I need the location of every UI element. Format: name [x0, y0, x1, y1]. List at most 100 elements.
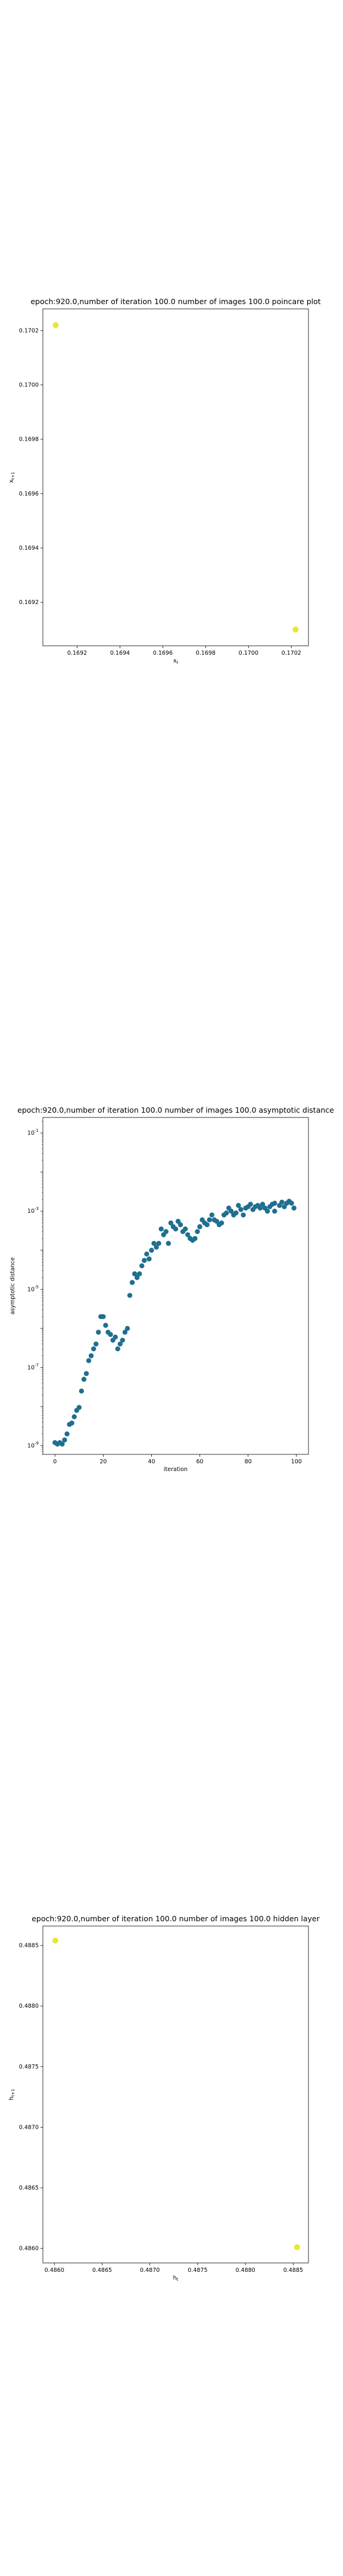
chart2-point: [173, 1226, 179, 1232]
chart2-ytick-label: 10-9: [27, 1441, 39, 1449]
chart2-point: [115, 1346, 120, 1352]
chart1-axes-frame: [42, 308, 309, 646]
chart2-point: [62, 1437, 67, 1443]
chart2-ytick-base: 10: [27, 1286, 35, 1293]
chart3-xtick-label: 0.4875: [188, 2267, 207, 2274]
chart3-ytick-label: 0.4865: [19, 2185, 39, 2191]
chart2-point: [64, 1431, 70, 1436]
chart2-point: [79, 1388, 85, 1394]
chart2-point: [132, 1271, 138, 1277]
chart3-ytick-label: 0.4880: [19, 2003, 39, 2010]
chart3-ytick-label: 0.4860: [19, 2246, 39, 2252]
chart2-ytick-exponent: -3: [35, 1206, 39, 1211]
chart2-point: [96, 1329, 101, 1335]
chart3-axes-frame: [42, 1925, 309, 2264]
chart2-point: [93, 1341, 99, 1347]
chart1-ylabel-main: x: [8, 479, 15, 483]
chart3-xlabel: ht: [173, 2275, 179, 2282]
chart1-xlabel: xt: [173, 658, 179, 665]
chart2-point: [248, 1202, 253, 1207]
chart1-ytick-label: 0.1694: [19, 545, 39, 552]
chart2-point: [81, 1376, 87, 1382]
chart2-point: [69, 1420, 74, 1426]
chart2-point: [204, 1222, 210, 1228]
chart1-xtick-label: 0.1698: [196, 650, 216, 657]
chart2-point: [158, 1226, 164, 1232]
chart2-ytick-exponent: -1: [35, 1128, 39, 1133]
chart1-xlabel-sub: t: [176, 660, 178, 665]
chart2-point: [103, 1323, 108, 1328]
chart3-ylabel-sub: t+1: [11, 2089, 15, 2097]
chart2-point: [127, 1293, 133, 1298]
chart2-ytick-exponent: -7: [35, 1363, 39, 1367]
chart2-point: [86, 1358, 92, 1364]
chart2-point: [120, 1337, 125, 1343]
chart2-ytick-base: 10: [27, 1364, 35, 1371]
chart2-point: [146, 1256, 152, 1262]
chart1-ytick-label: 0.1696: [19, 491, 39, 497]
chart2-point: [76, 1405, 82, 1410]
chart3-ytick-label: 0.4870: [19, 2124, 39, 2131]
chart2-xtick-label: 40: [148, 1459, 155, 1465]
chart2-ytick-label: 10-3: [27, 1206, 39, 1215]
chart2-point: [142, 1258, 147, 1263]
chart3-xtick-label: 0.4865: [92, 2267, 112, 2274]
chart2-axes-frame: [42, 1117, 309, 1455]
chart2-point: [209, 1212, 215, 1218]
chart1-ytick-label: 0.1698: [19, 436, 39, 443]
chart2-point: [149, 1247, 154, 1253]
chart2-ytick-label: 10-7: [27, 1363, 39, 1371]
chart2-ytick-base: 10: [27, 1208, 35, 1215]
chart3-xlabel-main: h: [173, 2275, 177, 2281]
chart2-point: [197, 1224, 202, 1230]
chart2-point: [136, 1271, 142, 1277]
chart2-point: [113, 1335, 118, 1340]
chart2-ytick-base: 10: [27, 1130, 35, 1137]
chart2-point: [238, 1207, 244, 1212]
chart3-xtick-label: 0.4870: [140, 2267, 160, 2274]
chart2-point: [223, 1210, 229, 1216]
chart2-point: [185, 1232, 191, 1237]
chart1-ytick-label: 0.1700: [19, 382, 39, 389]
chart2-point: [183, 1226, 188, 1232]
chart2-point: [260, 1202, 266, 1207]
chart3-point: [294, 2244, 300, 2250]
chart2-point: [134, 1275, 140, 1280]
chart2-point: [60, 1441, 65, 1447]
chart2-point: [272, 1208, 277, 1214]
chart2-point: [139, 1263, 145, 1269]
chart3-xtick-label: 0.4880: [235, 2267, 255, 2274]
chart2-point: [71, 1414, 77, 1420]
chart2-point: [88, 1353, 94, 1358]
chart2-point: [264, 1208, 270, 1214]
chart2-point: [229, 1208, 234, 1214]
chart2-point: [91, 1346, 96, 1352]
chart2-xtick-label: 20: [99, 1459, 107, 1465]
chart2-point: [124, 1326, 130, 1332]
chart2-xtick-label: 60: [196, 1459, 203, 1465]
chart3-ytick-label: 0.4885: [19, 1943, 39, 1949]
chart2-point: [144, 1251, 149, 1257]
chart2-ytick-label: 10-5: [27, 1284, 39, 1293]
chart2-point: [83, 1371, 89, 1376]
chart2-point: [257, 1205, 263, 1211]
chart2-xtick-label: 0: [53, 1459, 57, 1465]
chart1-ylabel-sub: t+1: [11, 472, 15, 479]
chart2-point: [236, 1203, 241, 1208]
chart2-point: [151, 1240, 157, 1246]
chart1-xtick-label: 0.1696: [153, 650, 173, 657]
chart1-xtick-label: 0.1702: [282, 650, 301, 657]
chart2-point: [117, 1341, 123, 1347]
chart2-xtick-label: 80: [245, 1459, 252, 1465]
chart2-ytick-exponent: -9: [35, 1441, 39, 1445]
chart2-ytick-exponent: -5: [35, 1284, 39, 1289]
chart1-point: [52, 322, 59, 329]
chart2-point: [279, 1199, 285, 1205]
chart2-point: [154, 1244, 159, 1250]
chart1-ytick-label: 0.1702: [19, 327, 39, 334]
chart2-point: [289, 1200, 294, 1206]
chart2-point: [108, 1332, 113, 1337]
chart2-point: [282, 1204, 287, 1209]
chart2-ylabel: asymptotic distance: [10, 1257, 16, 1314]
